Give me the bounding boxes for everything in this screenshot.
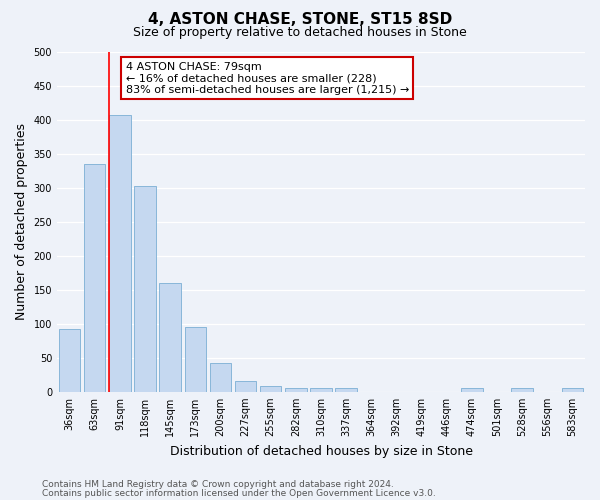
Bar	[461, 388, 482, 392]
Bar	[285, 388, 307, 392]
Bar	[84, 164, 106, 392]
Bar	[210, 362, 231, 392]
Bar	[109, 115, 131, 392]
Text: 4 ASTON CHASE: 79sqm
← 16% of detached houses are smaller (228)
83% of semi-deta: 4 ASTON CHASE: 79sqm ← 16% of detached h…	[125, 62, 409, 95]
Text: Contains public sector information licensed under the Open Government Licence v3: Contains public sector information licen…	[42, 488, 436, 498]
Bar	[59, 328, 80, 392]
Bar	[260, 386, 281, 392]
Bar	[310, 388, 332, 392]
Bar	[185, 327, 206, 392]
Text: Contains HM Land Registry data © Crown copyright and database right 2024.: Contains HM Land Registry data © Crown c…	[42, 480, 394, 489]
Text: 4, ASTON CHASE, STONE, ST15 8SD: 4, ASTON CHASE, STONE, ST15 8SD	[148, 12, 452, 28]
Bar	[562, 388, 583, 392]
Bar	[235, 381, 256, 392]
Bar	[335, 388, 357, 392]
Text: Size of property relative to detached houses in Stone: Size of property relative to detached ho…	[133, 26, 467, 39]
Y-axis label: Number of detached properties: Number of detached properties	[15, 123, 28, 320]
X-axis label: Distribution of detached houses by size in Stone: Distribution of detached houses by size …	[170, 444, 473, 458]
Bar	[134, 186, 156, 392]
Bar	[160, 283, 181, 392]
Bar	[511, 388, 533, 392]
